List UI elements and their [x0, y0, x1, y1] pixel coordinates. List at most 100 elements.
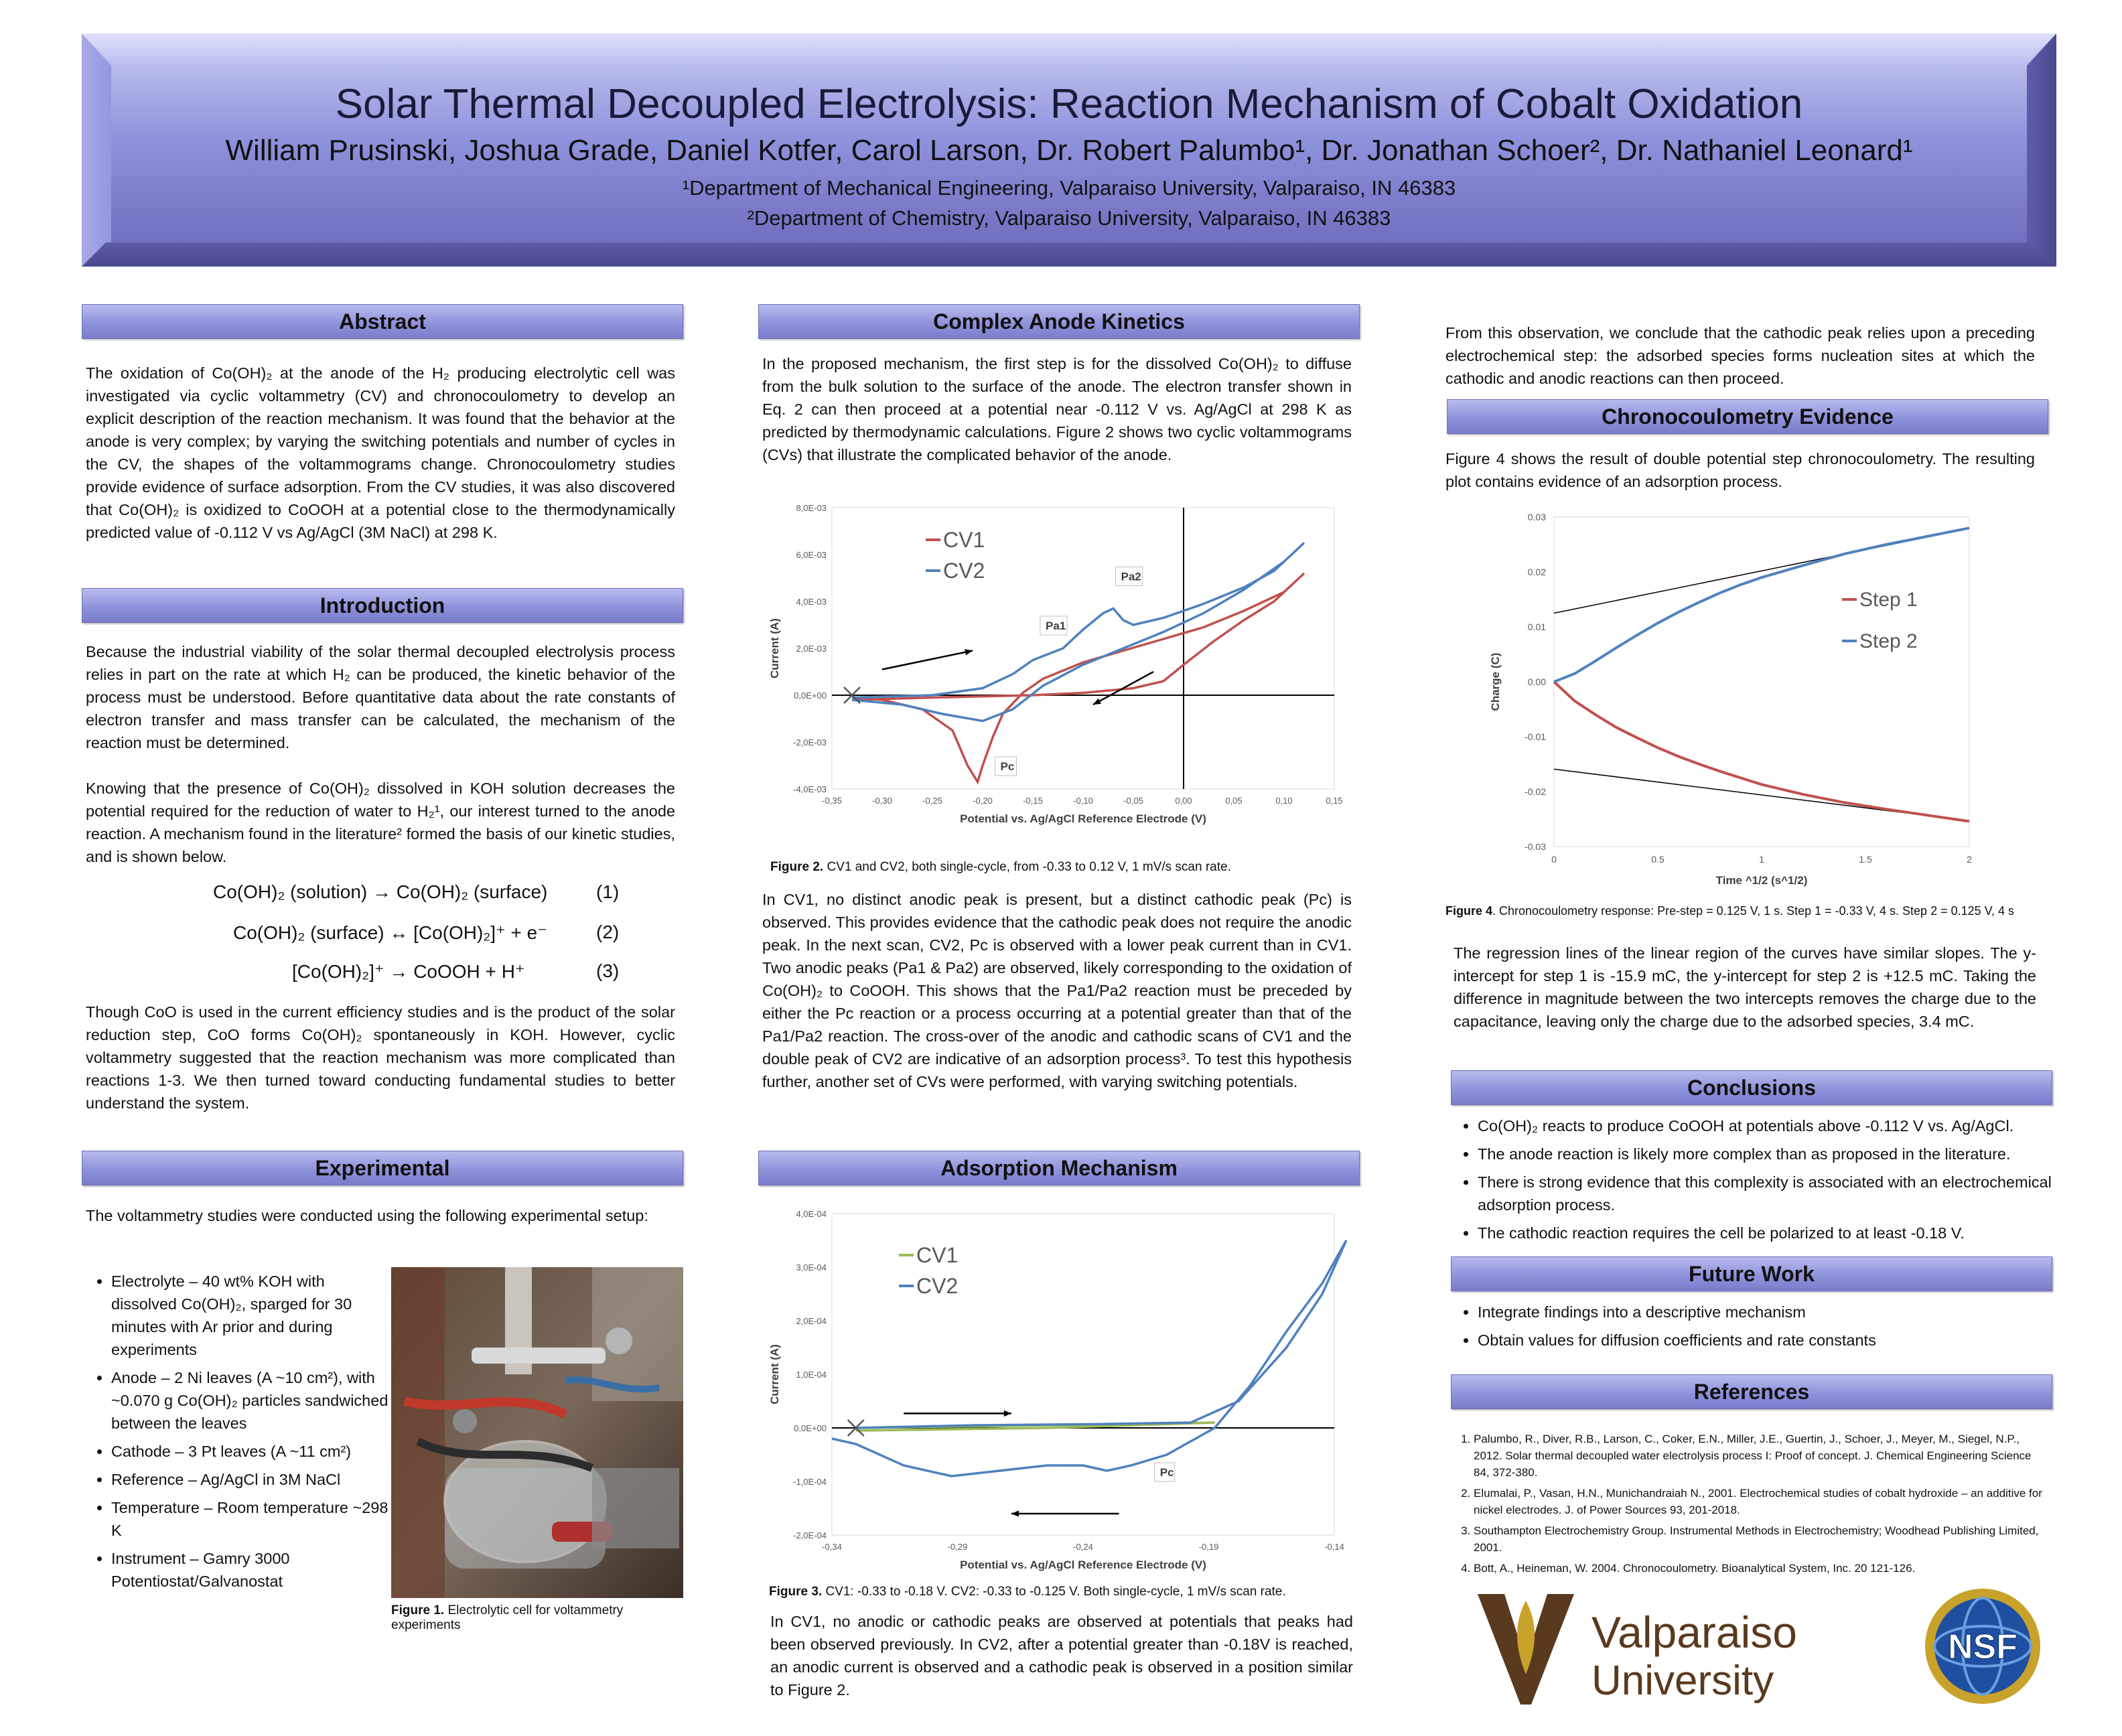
scan-direction-arrowhead: [1093, 698, 1101, 705]
figure-3-caption-text: CV1: -0.33 to -0.18 V. CV2: -0.33 to -0.…: [822, 1585, 1286, 1599]
x-tick-label: 0,05: [1225, 796, 1242, 806]
peak-label: Pc: [1001, 760, 1015, 773]
intro-paragraph-3: Though CoO is used in the current effici…: [86, 1003, 675, 1112]
figure-4-chart: 0.03 0.02 0.01 0.00 -0.01 -0.02 -0.03 0 0.5 1 1.5 2…: [1489, 512, 1972, 887]
experimental-intro: The voltammetry studies were conducted u…: [86, 1207, 648, 1224]
affiliation-2: ²Department of Chemistry, Valparaiso Uni…: [747, 206, 1391, 230]
plot-area: [831, 1213, 1335, 1536]
y-tick-label: 0.03: [1528, 512, 1546, 522]
complex-anode-text: In the proposed mechanism, the first ste…: [762, 355, 1352, 463]
valparaiso-logo-line-2: University: [1592, 1658, 1774, 1704]
complex-anode-discussion: In CV1, no distinct anodic peak is prese…: [762, 891, 1352, 1090]
author-list: William Prusinski, Joshua Grade, Daniel …: [225, 134, 1913, 167]
peak-label-box: [995, 756, 1017, 776]
reference-item: Bott, A., Heineman, W. 2004. Chronocoulo…: [1474, 1560, 2050, 1577]
figure-4-caption: Figure 4. Chronocoulometry response: Pre…: [1445, 904, 2048, 918]
start-marker: [843, 686, 861, 704]
x-tick-label: 1.5: [1859, 854, 1872, 865]
y-tick-label: 2,0E-03: [796, 644, 827, 654]
conclusion-item: Co(OH)₂ reacts to produce CoOOH at poten…: [1478, 1114, 2054, 1137]
y-tick-label: 3,0E-04: [796, 1262, 827, 1273]
abstract-text: The oxidation of Co(OH)₂ at the anode of…: [86, 364, 675, 541]
experimental-list-item: Temperature – Room temperature ~298 K: [111, 1496, 390, 1542]
y-tick-label: -0.03: [1525, 841, 1546, 852]
legend-label: CV2: [916, 1274, 958, 1298]
y-tick-label: 4,0E-04: [796, 1209, 827, 1219]
legend-label: CV1: [943, 528, 985, 552]
figure-1-caption: Figure 1. Electrolytic cell for voltamme…: [391, 1603, 673, 1633]
legend-label: CV2: [943, 559, 985, 583]
x-tick-label: 0,10: [1275, 796, 1292, 806]
experimental-list-item: Instrument – Gamry 3000 Potentiostat/Gal…: [111, 1547, 390, 1593]
x-tick-label: -0,19: [1199, 1542, 1219, 1552]
y-tick-label: -2,0E-04: [793, 1530, 827, 1540]
y-tick-label: -0.02: [1525, 786, 1546, 797]
start-marker: [847, 1419, 865, 1437]
x-tick-label: 0,15: [1326, 796, 1342, 806]
figure-2-chart: 8,0E-03 6,0E-03 4,0E-03 2,0E-03 0,0E+00 -2,0E…: [768, 503, 1343, 825]
legend-label: Step 2: [1859, 630, 1918, 652]
y-tick-label: 0,0E+00: [794, 1423, 827, 1433]
x-tick-label: -0,30: [872, 796, 892, 806]
x-tick-label: 2: [1967, 854, 1972, 865]
observation-conclusion-text: From this observation, we conclude that …: [1445, 324, 2035, 387]
scan-direction-arrowhead: [1011, 1510, 1019, 1517]
y-tick-label: -2,0E-03: [793, 737, 827, 747]
section-header-adsorption: Adsorption Mechanism: [758, 1151, 1360, 1185]
y-tick-label: 0,0E+00: [794, 691, 827, 701]
y-tick-label: 2,0E-04: [796, 1316, 827, 1326]
figure-1-photo: [391, 1267, 683, 1598]
y-tick-label: 0.01: [1528, 622, 1546, 632]
reference-item: Elumalai, P., Vasan, H.N., Munichandraia…: [1474, 1485, 2050, 1518]
section-header-introduction: Introduction: [82, 588, 683, 623]
peak-label-box: [1154, 1462, 1176, 1482]
series-line-step-1: [1553, 680, 1970, 823]
section-header-future-work: Future Work: [1451, 1256, 2052, 1291]
adsorption-text: In CV1, no anodic or cathodic peaks are …: [770, 1613, 1353, 1698]
plot-area: [1553, 516, 1970, 847]
affiliation-1: ¹Department of Mechanical Engineering, V…: [682, 176, 1456, 200]
experimental-list-item: Cathode – 3 Pt leaves (A ~11 cm²): [111, 1440, 390, 1463]
nsf-logo: NSF: [1925, 1589, 2040, 1704]
y-tick-label: 0.02: [1528, 567, 1546, 577]
poster-title: Solar Thermal Decoupled Electrolysis: Re…: [335, 81, 1803, 127]
chronocoulometry-discussion: The regression lines of the linear regio…: [1454, 944, 2036, 1030]
nsf-logo-globe-line: [1933, 1625, 2032, 1668]
figure-4-label: Figure 4: [1445, 904, 1493, 918]
y-axis-label: Charge (C): [1489, 653, 1502, 711]
figure-3-label: Figure 3.: [769, 1585, 823, 1599]
figure-2-caption-text: CV1 and CV2, both single-cycle, from -0.…: [823, 860, 1231, 874]
peak-label: Pa1: [1046, 620, 1066, 632]
banner-bevel: [2027, 33, 2056, 267]
figure-2-label: Figure 2.: [770, 860, 824, 874]
legend-label: Step 1: [1859, 589, 1918, 611]
banner-bevel: [82, 33, 111, 267]
equation-1: Co(OH)₂ (solution) → Co(OH)₂ (surface): [213, 881, 548, 902]
figure-2-caption: Figure 2. CV1 and CV2, both single-cycle…: [770, 860, 1360, 875]
nsf-logo-text: NSF: [1948, 1628, 2018, 1666]
conclusions-list: Co(OH)₂ reacts to produce CoOOH at poten…: [1451, 1114, 2054, 1250]
series-line-cv1: [851, 572, 1305, 785]
peak-label: Pa2: [1121, 571, 1141, 583]
experimental-list-item: Electrolyte – 40 wt% KOH with dissolved …: [111, 1270, 390, 1361]
equation-1-number: (1): [596, 881, 620, 902]
banner-bevel: [82, 242, 2056, 267]
figure-1-label: Figure 1.: [391, 1603, 445, 1617]
figure-3-caption: Figure 3. CV1: -0.33 to -0.18 V. CV2: -0…: [769, 1585, 1365, 1599]
scan-direction-arrow: [881, 650, 973, 670]
references-list: Palumbo, R., Diver, R.B., Larson, C., Co…: [1447, 1431, 2050, 1581]
equation-3-number: (3): [596, 960, 620, 981]
future-work-item: Integrate findings into a descriptive me…: [1478, 1301, 2040, 1323]
peak-label-box: [1115, 567, 1143, 586]
y-tick-label: 1,0E-04: [796, 1370, 827, 1380]
valparaiso-torch-mark: [1478, 1594, 1574, 1705]
scan-direction-arrow: [1092, 670, 1154, 706]
valparaiso-logo: Valparaiso University: [1478, 1594, 1797, 1705]
valparaiso-flame-mark: [1516, 1601, 1535, 1674]
nsf-logo-globe-line: [1961, 1597, 2004, 1696]
figure-3-chart: 4,0E-04 3,0E-04 2,0E-04 1,0E-04 0,0E+00 -1,0E…: [768, 1209, 1348, 1571]
y-tick-label: 6,0E-03: [796, 550, 827, 560]
valparaiso-logo-line-1: Valparaiso: [1592, 1607, 1797, 1657]
banner-bevel: [82, 33, 2056, 66]
y-tick-label: 8,0E-03: [796, 503, 827, 513]
